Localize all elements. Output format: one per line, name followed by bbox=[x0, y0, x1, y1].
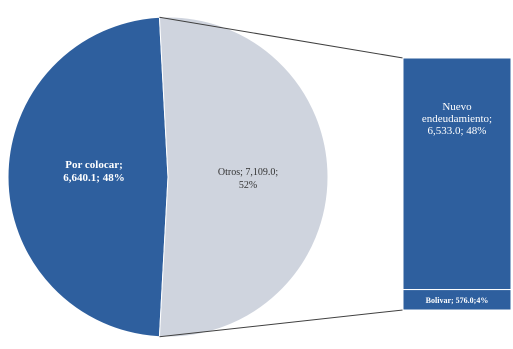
data-label-por-colocar: Por colocar; 6,640.1; 48% bbox=[63, 159, 124, 184]
connector-line-bottom bbox=[159, 309, 404, 338]
pie-group bbox=[7, 16, 329, 338]
data-label-bolivar: Bolivar; 576.0;4% bbox=[426, 296, 489, 305]
data-label-nuevo-endeudamiento: Nuevo endeudamiento; 6,533.0; 48% bbox=[422, 101, 492, 137]
bar-segment-nuevo-endeudamiento bbox=[402, 57, 512, 291]
connector-lines bbox=[159, 16, 404, 338]
pie-slice-por-colocar bbox=[7, 16, 169, 338]
data-labels: Por colocar; 6,640.1; 48% Otros; 7,109.0; 5… bbox=[63, 101, 492, 305]
pie-slice-otros bbox=[158, 16, 329, 338]
bar-segment-bolivar bbox=[402, 289, 512, 311]
connector-line-top bbox=[159, 16, 404, 59]
breakout-bar bbox=[402, 57, 512, 311]
data-label-otros: Otros; 7,109.0; 52% bbox=[218, 167, 279, 191]
